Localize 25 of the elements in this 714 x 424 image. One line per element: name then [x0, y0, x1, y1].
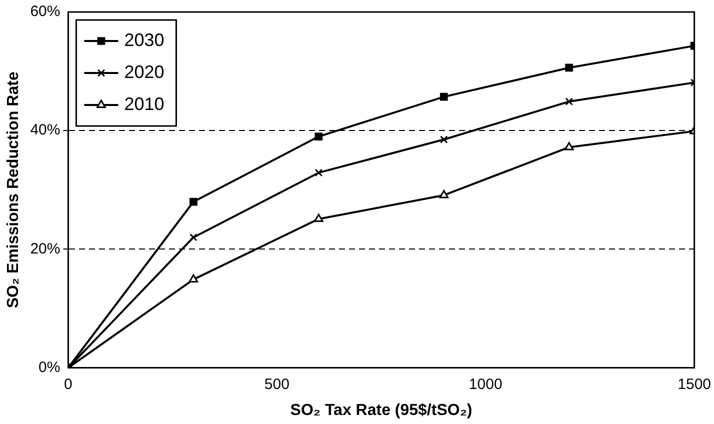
point: [440, 136, 448, 144]
x-tick-label: 0: [64, 376, 72, 393]
x-tick-label: 1000: [468, 376, 502, 393]
point: [314, 168, 323, 177]
point: [565, 64, 574, 72]
x-tick-label: 1500: [678, 376, 712, 393]
legend-label: 2010: [124, 94, 164, 114]
y-tick-label: 40%: [30, 122, 60, 139]
y-tick-label: 0%: [38, 358, 60, 376]
point: [188, 274, 198, 282]
point: [314, 214, 324, 222]
point: [439, 190, 449, 198]
x-axis-title: SO₂ Tax Rate (95$/tSO₂): [290, 402, 472, 419]
legend-label: 2020: [124, 62, 164, 82]
y-tick-label: 60%: [30, 3, 60, 20]
point: [565, 98, 574, 106]
point: [564, 142, 574, 150]
x-tick-label: 500: [264, 376, 290, 393]
point: [440, 92, 448, 101]
y-axis-title: SO₂ Emissions Reduction Rate: [5, 72, 22, 308]
point: [190, 233, 198, 242]
point: [190, 198, 198, 206]
y-tick-label: 20%: [30, 240, 60, 258]
legend-label: 2030: [124, 30, 164, 50]
point: [314, 132, 323, 140]
